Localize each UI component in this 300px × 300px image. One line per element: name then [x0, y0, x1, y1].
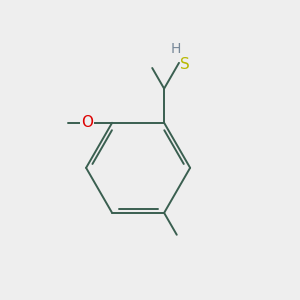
- Text: S: S: [180, 57, 190, 72]
- Text: O: O: [81, 115, 93, 130]
- Text: H: H: [171, 42, 181, 56]
